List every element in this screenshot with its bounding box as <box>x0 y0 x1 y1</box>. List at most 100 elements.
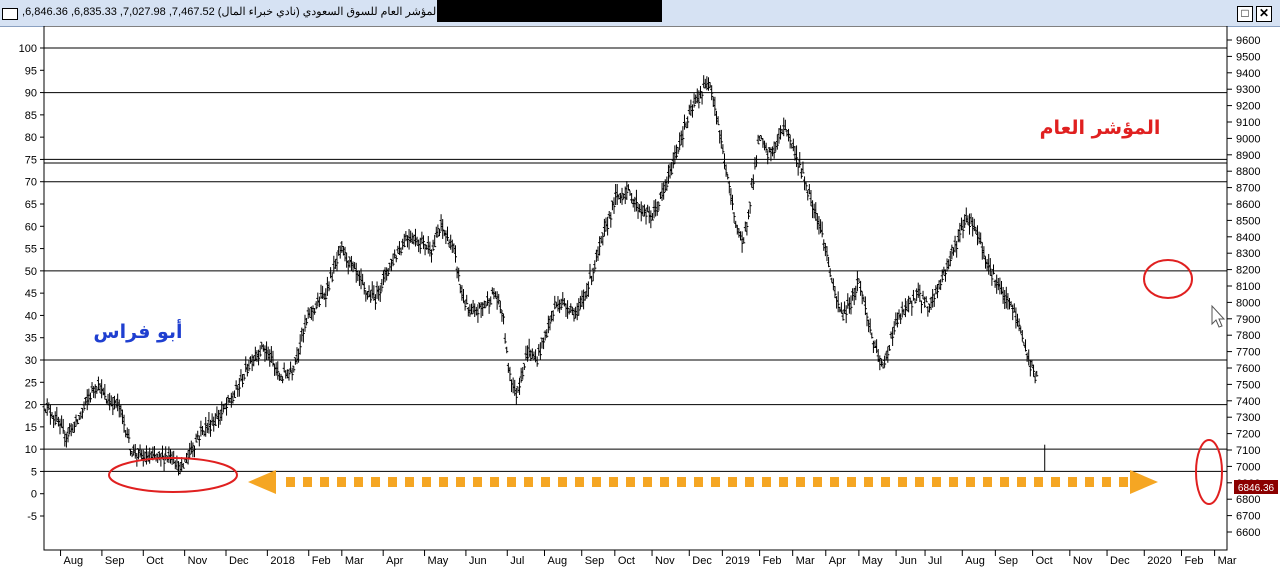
ohlc-bar <box>892 321 896 335</box>
ohlc-bar <box>194 433 198 443</box>
x-axis-tick-label: Feb <box>763 555 782 567</box>
ohlc-bar <box>620 187 624 205</box>
ohlc-bar <box>369 290 373 303</box>
ohlc-bar <box>806 190 810 201</box>
arrow-dash <box>949 477 958 487</box>
left-axis-tick-label: 60 <box>25 221 37 233</box>
right-axis-tick-label: 6600 <box>1236 527 1260 539</box>
arrow-dash <box>371 477 380 487</box>
ohlc-bar <box>434 226 438 238</box>
x-axis-tick-label: 2019 <box>725 555 749 567</box>
arrow-dash <box>660 477 669 487</box>
ohlc-bar <box>1017 318 1021 332</box>
left-axis-tick-label: 55 <box>25 244 37 256</box>
ohlc-bar <box>88 392 92 403</box>
ohlc-bar <box>437 228 441 237</box>
arrow-dash <box>1068 477 1077 487</box>
ohlc-bar <box>502 313 506 325</box>
ohlc-bar <box>726 173 730 180</box>
x-axis-tick-label: Mar <box>1218 555 1237 567</box>
ohlc-bar <box>287 369 291 381</box>
ohlc-bar <box>961 219 965 239</box>
ohlc-bar <box>487 298 491 314</box>
ohlc-bar <box>732 212 736 223</box>
right-axis-tick-label: 9200 <box>1236 101 1260 113</box>
x-axis-tick-label: Nov <box>1073 555 1093 567</box>
restore-button[interactable]: □ <box>1237 6 1253 22</box>
ohlc-bar <box>61 418 65 434</box>
ohlc-bar <box>825 246 829 262</box>
arrow-dash <box>1017 477 1026 487</box>
ohlc-bar <box>804 181 808 191</box>
ohlc-bar <box>245 363 249 377</box>
left-axis-tick-label: 70 <box>25 177 37 189</box>
x-axis-tick-label: Jun <box>469 555 487 567</box>
window-system-icon[interactable] <box>2 8 18 20</box>
ohlc-bar <box>553 295 557 310</box>
ohlc-bar <box>967 213 971 235</box>
arrow-dash <box>813 477 822 487</box>
ohlc-bar <box>713 96 717 116</box>
x-axis-tick-label: Feb <box>1185 555 1204 567</box>
ohlc-bar <box>1011 304 1015 321</box>
x-axis-tick-label: Dec <box>1110 555 1130 567</box>
ohlc-bar <box>827 256 831 268</box>
ohlc-bar <box>276 361 280 380</box>
ohlc-bar <box>716 116 720 126</box>
arrow-dash <box>728 477 737 487</box>
ohlc-bar <box>606 216 610 236</box>
right-axis-tick-label: 8600 <box>1236 199 1260 211</box>
right-axis-tick-label: 7200 <box>1236 429 1260 441</box>
ohlc-bar <box>505 346 509 354</box>
ohlc-bar <box>775 134 779 150</box>
ohlc-bar <box>66 427 70 443</box>
left-axis-tick-label: 25 <box>25 377 37 389</box>
ohlc-bar <box>209 419 213 437</box>
ohlc-bar <box>305 317 309 326</box>
x-axis-tick-label: Sep <box>585 555 605 567</box>
ohlc-bar <box>798 152 802 168</box>
ohlc-bar <box>662 182 666 200</box>
ohlc-bar <box>721 144 725 155</box>
ohlc-bar <box>1024 339 1028 352</box>
ohlc-bar <box>418 237 422 254</box>
index-name-label: المؤشر العام <box>1040 117 1161 139</box>
price-bars <box>42 75 1046 476</box>
grid-lines <box>44 47 1227 472</box>
ohlc-bar <box>80 407 84 419</box>
arrow-dash <box>711 477 720 487</box>
left-axis-tick-label: 5 <box>31 466 37 478</box>
ohlc-bar <box>519 367 523 383</box>
ohlc-bar <box>924 296 928 303</box>
arrow-dash <box>286 477 295 487</box>
ohlc-bar <box>225 397 229 416</box>
arrow-dash <box>626 477 635 487</box>
ohlc-bar <box>1033 372 1037 384</box>
arrow-dash <box>558 477 567 487</box>
ohlc-bar <box>591 267 595 282</box>
ohlc-bar <box>644 208 648 225</box>
ohlc-bar <box>910 300 914 316</box>
left-axis-tick-label: 90 <box>25 88 37 100</box>
right-axis-tick-label: 8200 <box>1236 265 1260 277</box>
ohlc-bar <box>242 373 246 381</box>
x-axis-tick-label: Nov <box>188 555 208 567</box>
left-axis-tick-label: 50 <box>25 266 37 278</box>
ohlc-bar <box>801 161 805 174</box>
right-axis-tick-label: 8100 <box>1236 281 1260 293</box>
ohlc-bar <box>301 328 305 343</box>
close-button[interactable]: ✕ <box>1256 6 1272 22</box>
ohlc-bar <box>865 312 869 327</box>
ohlc-bar <box>103 383 107 400</box>
ohlc-bar <box>939 279 943 291</box>
arrow-dash <box>830 477 839 487</box>
ohlc-bar <box>373 294 377 310</box>
left-axis-tick-label: 95 <box>25 65 37 77</box>
ohlc-bar <box>963 214 967 228</box>
ohlc-bar <box>649 210 653 229</box>
left-axis-tick-label: 15 <box>25 422 37 434</box>
ohlc-bar <box>740 231 744 253</box>
ohlc-bar <box>940 269 944 283</box>
ohlc-bar <box>380 279 384 292</box>
right-axis-tick-label: 6800 <box>1236 494 1260 506</box>
